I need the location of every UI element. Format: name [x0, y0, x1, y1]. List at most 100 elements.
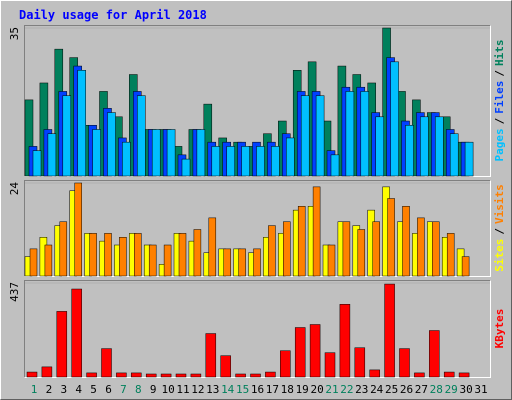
bar [89, 233, 97, 277]
bar [300, 95, 310, 177]
bar [271, 146, 280, 177]
panel-light [24, 25, 491, 177]
bar [339, 304, 351, 378]
bar [390, 61, 399, 177]
x-tick-label: 20 [310, 383, 323, 396]
bar [429, 330, 440, 378]
bar [77, 70, 86, 177]
bar [86, 372, 97, 378]
bar [92, 129, 101, 177]
legend-separator: / [493, 70, 506, 77]
x-tick-label: 7 [120, 383, 127, 396]
legend-entry: Hits [493, 40, 506, 67]
bar [294, 327, 306, 378]
bar [449, 133, 459, 177]
bar [137, 95, 146, 177]
x-tick-label: 9 [150, 383, 157, 396]
x-tick-label: 18 [281, 383, 294, 396]
bar [315, 95, 325, 177]
bar [417, 217, 425, 277]
x-tick-label: 24 [370, 383, 384, 396]
panel-light [24, 180, 491, 277]
bar [193, 229, 202, 277]
bar [175, 373, 187, 378]
x-tick-label: 30 [459, 383, 472, 396]
bar [241, 146, 250, 177]
bar [190, 373, 202, 378]
y-tick-label: 24 [8, 182, 21, 196]
legend-separator: / [493, 117, 506, 124]
x-tick-label: 26 [400, 383, 413, 396]
x-tick-label: 23 [355, 383, 368, 396]
bar [256, 146, 265, 177]
y-tick-label: 35 [8, 27, 21, 40]
bar [330, 154, 340, 177]
x-tick-label: 10 [161, 383, 174, 396]
bar [208, 217, 217, 277]
bar [369, 369, 380, 378]
x-tick-label: 3 [60, 383, 67, 396]
x-tick-label: 11 [176, 383, 189, 396]
bar [166, 129, 176, 177]
x-tick-label: 8 [135, 383, 142, 396]
bar [414, 372, 425, 378]
legend: Pages / Files / Hits [493, 40, 506, 162]
bar [32, 150, 42, 177]
legend-entry: Pages [493, 128, 506, 161]
bar [280, 350, 291, 378]
bar [107, 112, 116, 177]
legend-entry: Files [493, 81, 506, 114]
bar [265, 371, 276, 378]
bar [151, 129, 161, 177]
legend-entry: KBytes [493, 309, 506, 349]
bar [342, 221, 351, 277]
bar [432, 221, 440, 277]
bar [160, 373, 172, 378]
bar [26, 371, 38, 378]
x-tick-label: 4 [75, 383, 82, 396]
bar [47, 133, 57, 177]
bar [312, 186, 321, 277]
bar [122, 141, 131, 177]
bar [220, 355, 231, 378]
bar [360, 91, 370, 177]
bar [402, 206, 410, 277]
bar [357, 229, 366, 277]
legend: KBytes [493, 309, 506, 349]
panel-light [24, 280, 491, 378]
bar [464, 141, 474, 177]
bar [250, 373, 261, 378]
bar [327, 244, 336, 277]
legend-entry: Sites [493, 239, 506, 272]
bar [59, 221, 68, 277]
bar [71, 288, 82, 378]
bar [372, 221, 380, 277]
bar [461, 256, 470, 277]
bar [41, 366, 53, 378]
bar [178, 233, 187, 277]
bar [196, 129, 206, 177]
bar [148, 244, 157, 277]
bar [297, 206, 306, 277]
bar [223, 248, 231, 277]
bar [116, 372, 127, 378]
bar [238, 248, 246, 277]
bar [458, 372, 470, 378]
x-tick-label: 19 [296, 383, 309, 396]
y-tick-label: 437 [8, 282, 21, 302]
panel-shadow [24, 280, 491, 378]
x-tick-label: 27 [415, 383, 428, 396]
x-tick-label: 31 [474, 383, 487, 396]
x-tick-label: 14 [221, 383, 235, 396]
bar [268, 225, 276, 277]
bar [104, 233, 112, 277]
bar [324, 352, 336, 378]
panel-shadow [24, 180, 491, 277]
bar [101, 348, 112, 378]
bar [56, 311, 68, 378]
bar [283, 221, 291, 277]
bar [405, 125, 414, 177]
bar [145, 373, 157, 378]
